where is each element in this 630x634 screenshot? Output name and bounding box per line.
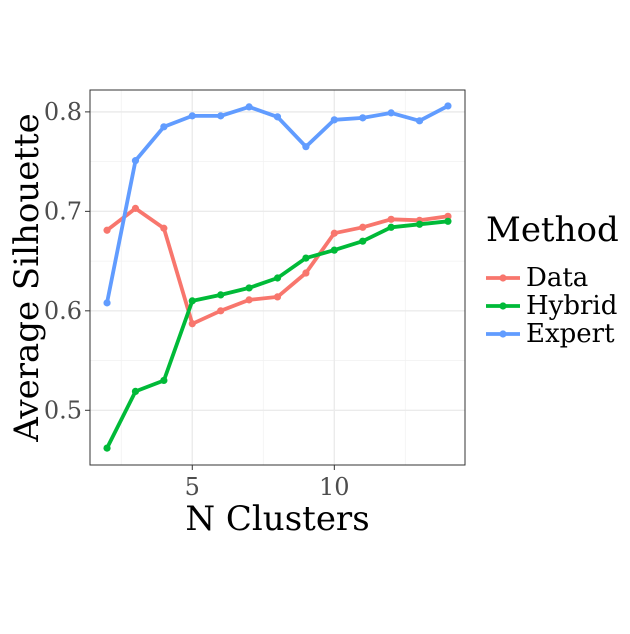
series-lines xyxy=(103,102,452,452)
data-point-hybrid xyxy=(444,217,452,225)
y-tick-label: 0.8 xyxy=(44,98,82,126)
legend-label-hybrid: Hybrid xyxy=(526,291,617,321)
data-point-data xyxy=(359,223,367,231)
data-point-data xyxy=(188,320,196,328)
data-point-expert xyxy=(330,116,338,124)
legend-title: Method xyxy=(486,210,619,250)
data-point-data xyxy=(103,226,111,234)
x-tick-label: 5 xyxy=(185,473,200,501)
axes: 5 10 0.5 0.6 0.7 0.8 xyxy=(44,98,350,501)
data-point-hybrid xyxy=(103,444,111,452)
y-axis-title: Average Silhouette xyxy=(7,113,47,443)
x-tick-label: 10 xyxy=(319,473,350,501)
data-point-data xyxy=(273,293,282,301)
data-point-expert xyxy=(160,123,168,131)
legend-key-point-data xyxy=(499,274,507,282)
data-point-hybrid xyxy=(245,284,253,292)
data-point-hybrid xyxy=(273,274,282,282)
legend-key-point-expert xyxy=(499,330,507,338)
x-axis-title: N Clusters xyxy=(185,499,369,539)
grid xyxy=(90,90,465,465)
data-point-expert xyxy=(188,112,196,120)
data-point-data xyxy=(217,307,225,315)
data-point-hybrid xyxy=(217,291,225,299)
data-point-data xyxy=(245,296,253,304)
data-point-hybrid xyxy=(188,297,196,305)
data-point-data xyxy=(330,229,338,237)
y-tick-label: 0.7 xyxy=(44,197,82,225)
data-point-data xyxy=(131,204,140,212)
data-point-data xyxy=(302,269,310,277)
data-point-hybrid xyxy=(131,387,140,395)
data-point-hybrid xyxy=(330,246,338,254)
data-point-expert xyxy=(387,109,395,117)
legend-key-point-hybrid xyxy=(499,302,507,310)
data-point-expert xyxy=(217,112,225,120)
data-point-expert xyxy=(131,157,140,165)
y-tick-label: 0.5 xyxy=(44,396,82,424)
data-point-hybrid xyxy=(387,223,395,231)
data-point-expert xyxy=(359,114,367,122)
data-point-hybrid xyxy=(415,220,424,228)
data-point-hybrid xyxy=(302,254,310,262)
data-point-expert xyxy=(302,143,310,151)
data-point-hybrid xyxy=(359,237,367,245)
data-point-hybrid xyxy=(160,376,168,385)
data-point-expert xyxy=(273,113,282,121)
data-point-expert xyxy=(415,117,424,125)
data-point-expert xyxy=(444,102,452,110)
data-point-data xyxy=(160,224,168,232)
plot-panel-border xyxy=(89,89,466,466)
data-point-expert xyxy=(103,299,111,307)
data-point-data xyxy=(387,215,395,223)
data-point-expert xyxy=(245,103,253,111)
data-point-data xyxy=(444,212,452,220)
legend-label-expert: Expert xyxy=(526,319,615,349)
y-tick-label: 0.6 xyxy=(44,297,82,325)
legend-label-data: Data xyxy=(526,263,588,293)
